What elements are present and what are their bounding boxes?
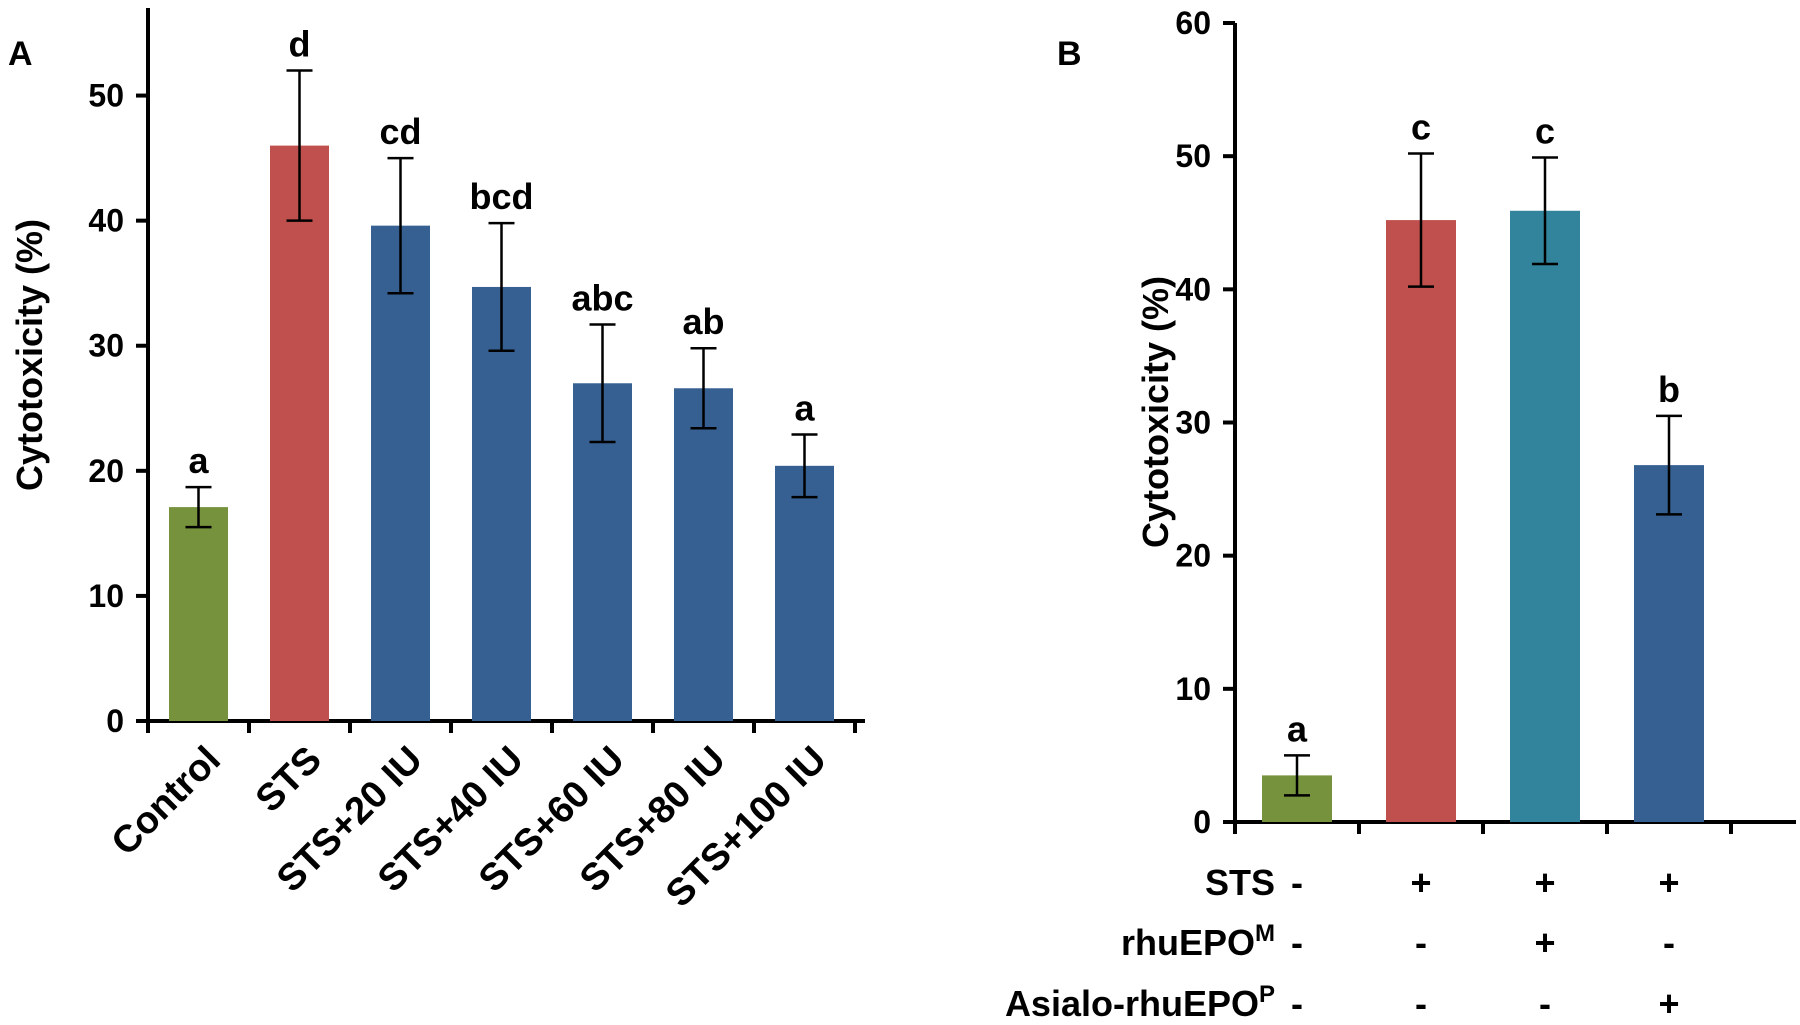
treatment-cell-asialo-rhuepo-1: -	[1291, 983, 1303, 1024]
treatment-cell-sts-1: -	[1291, 862, 1303, 903]
panel-a-y-tick-label: 40	[88, 203, 124, 239]
panel-a-bar-control	[169, 507, 228, 721]
panel-a-bar-sts-80-iu	[674, 388, 733, 721]
panel-b-y-tick-label: 0	[1193, 804, 1211, 840]
panel-a-bar-sts-20-iu	[371, 225, 430, 721]
panel-a-significance-label-control: a	[188, 440, 209, 481]
panel-b-bar-3	[1510, 210, 1580, 822]
panel-b-significance-label-4: b	[1658, 369, 1680, 410]
panel-b-y-tick-label: 40	[1175, 271, 1211, 307]
treatment-row-name: Asialo-rhuEPO	[1005, 983, 1259, 1024]
treatment-row-name: STS	[1205, 862, 1275, 903]
treatment-row-label-rhuepo: rhuEPOM	[1121, 920, 1275, 963]
panel-a-y-axis-label: Cytotoxicity (%)	[9, 219, 50, 491]
panel-a-significance-label-sts-100-iu: a	[794, 388, 815, 429]
panel-b-significance-label-3: c	[1535, 110, 1555, 151]
treatment-cell-rhuepo-4: -	[1663, 922, 1675, 963]
treatment-cell-rhuepo-1: -	[1291, 922, 1303, 963]
panel-a-bar-sts	[270, 145, 329, 721]
panel-b-significance-label-2: c	[1411, 107, 1431, 148]
panel-a: A Cytotoxicity (%) 0 10 20 30 40 50 a d cd bcd ab…	[8, 8, 865, 915]
panel-b-y-tick-label: 20	[1175, 538, 1211, 574]
panel-a-y-tick-label: 0	[106, 703, 124, 739]
panel-b-y-tick-label: 50	[1175, 138, 1211, 174]
panel-a-significance-label-sts-60-iu: abc	[571, 277, 633, 318]
panel-a-bar-sts-100-iu	[775, 465, 834, 721]
panel-b-y-tick-label: 10	[1175, 671, 1211, 707]
treatment-cell-asialo-rhuepo-2: -	[1415, 983, 1427, 1024]
treatment-row-superscript: M	[1255, 920, 1275, 947]
panel-a-bar-sts-40-iu	[472, 286, 531, 721]
treatment-cell-sts-4: +	[1658, 862, 1679, 903]
treatment-row-label-sts: STS	[1205, 862, 1275, 903]
panel-b: B Cytotoxicity (%) 0 10 20 30 40 50 60 a c c b ST…	[1005, 5, 1796, 1024]
panel-b-y-tick-label: 60	[1175, 5, 1211, 41]
panel-b-bar-2	[1386, 220, 1456, 822]
panel-a-y-tick-label: 50	[88, 78, 124, 114]
treatment-row-label-asialo-rhuepo: Asialo-rhuEPOP	[1005, 981, 1275, 1024]
panel-a-y-tick-label: 20	[88, 453, 124, 489]
panel-a-significance-label-sts-80-iu: ab	[682, 301, 724, 342]
panel-a-y-tick-label: 30	[88, 328, 124, 364]
panel-a-significance-label-sts-20-iu: cd	[379, 111, 421, 152]
panel-a-significance-label-sts: d	[289, 24, 311, 65]
panel-b-bar-4	[1634, 465, 1704, 822]
treatment-cell-asialo-rhuepo-3: -	[1539, 983, 1551, 1024]
panel-a-x-tick-label-sts: STS	[248, 739, 330, 821]
treatment-cell-rhuepo-3: +	[1534, 922, 1555, 963]
panel-b-y-axis-label: Cytotoxicity (%)	[1135, 276, 1176, 548]
treatment-cell-sts-2: +	[1410, 862, 1431, 903]
treatment-cell-rhuepo-2: -	[1415, 922, 1427, 963]
panel-a-significance-label-sts-40-iu: bcd	[469, 176, 533, 217]
panel-b-y-tick-label: 30	[1175, 405, 1211, 441]
treatment-row-superscript: P	[1259, 981, 1275, 1008]
treatment-row-name: rhuEPO	[1121, 922, 1255, 963]
treatment-cell-sts-3: +	[1534, 862, 1555, 903]
panel-a-letter: A	[8, 35, 33, 73]
panel-b-significance-label-1: a	[1287, 708, 1308, 749]
panel-a-y-tick-label: 10	[88, 578, 124, 614]
treatment-cell-asialo-rhuepo-4: +	[1658, 983, 1679, 1024]
panel-b-letter: B	[1057, 35, 1082, 73]
panel-a-x-tick-label-control: Control	[104, 739, 229, 864]
